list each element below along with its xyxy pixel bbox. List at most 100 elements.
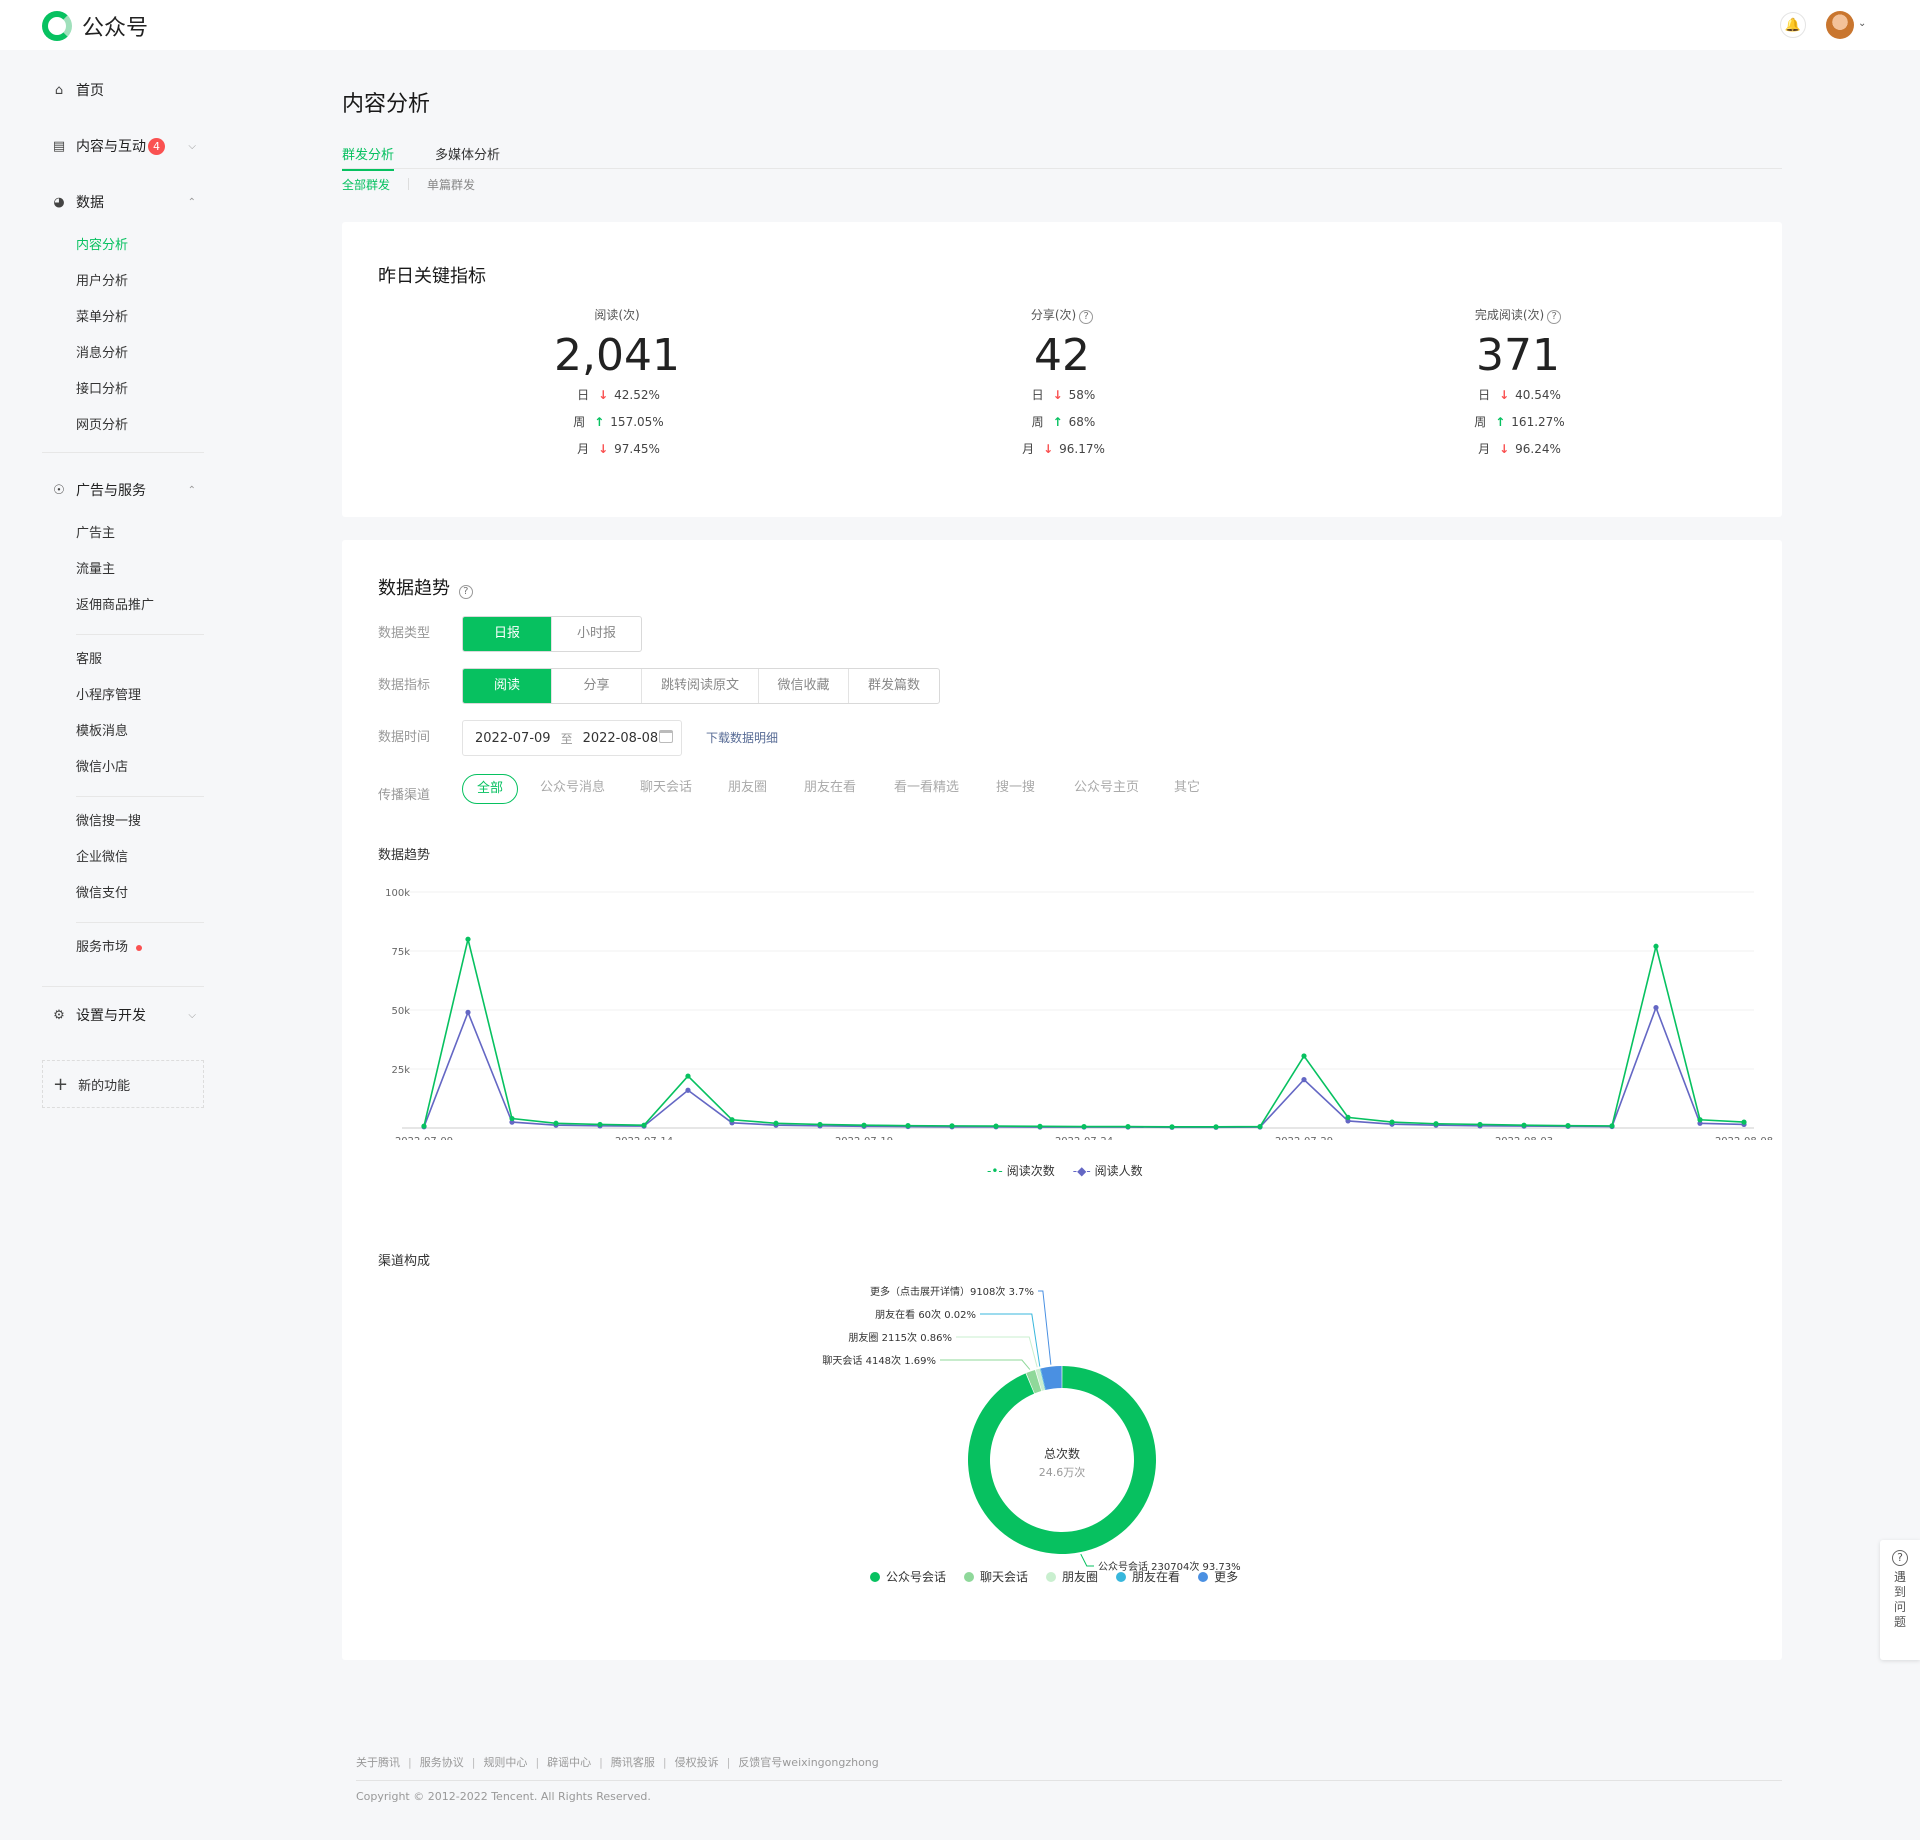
data-point [553, 1120, 559, 1126]
sidebar-item-label: 内容与互动 [76, 139, 146, 155]
footer-link[interactable]: 辟谣中心 [547, 1756, 592, 1769]
sidebar-item-webpage-analysis[interactable]: 网页分析 [76, 418, 129, 433]
sidebar-item-wechat-search[interactable]: 微信搜一搜 [76, 814, 142, 829]
sidebar-item-settings[interactable]: ⚙ 设置与开发 ⌵ [42, 995, 204, 1035]
sidebar-item-commission[interactable]: 返佣商品推广 [76, 598, 155, 613]
channel-top-stories[interactable]: 看一看精选 [894, 780, 960, 795]
sidebar-item-message-analysis[interactable]: 消息分析 [76, 346, 129, 361]
sidebar-item-mini-program[interactable]: 小程序管理 [76, 688, 142, 703]
chevron-down-icon[interactable]: ⌄ [1858, 18, 1867, 29]
sidebar-item-advertiser[interactable]: 广告主 [76, 526, 116, 541]
sidebar-item-customer-service[interactable]: 客服 [76, 652, 103, 667]
donut-slice-2 [1035, 1368, 1046, 1391]
subtab-single-broadcast[interactable]: 单篇群发 [427, 178, 476, 192]
kpi-value: 371 [1476, 330, 1560, 381]
question-icon[interactable]: ? [1547, 310, 1562, 324]
arrow-down-icon: ↓ [598, 442, 609, 456]
option-favorites[interactable]: 微信收藏 [759, 669, 849, 703]
sidebar-item-home[interactable]: ⌂ 首页 [42, 70, 204, 110]
sidebar-item-wechat-shop[interactable]: 微信小店 [76, 760, 129, 775]
sidebar-item-ads[interactable]: ☉ 广告与服务 ⌃ [42, 470, 204, 510]
subtab-all-broadcast[interactable]: 全部群发 [342, 178, 391, 192]
data-point [949, 1123, 955, 1129]
option-article-count[interactable]: 群发篇数 [867, 678, 920, 693]
footer-link[interactable]: 规则中心 [483, 1756, 528, 1769]
x-tick-label: 2022-07-29 [1275, 1136, 1333, 1140]
help-label: 遇到问题 [1893, 1570, 1906, 1629]
sidebar-item-service-market[interactable]: 服务市场 [76, 934, 143, 962]
sidebar-item-api-analysis[interactable]: 接口分析 [76, 382, 129, 397]
option-daily[interactable]: 日报 [463, 617, 552, 651]
sidebar-item-data[interactable]: ◕ 数据 ⌃ [42, 182, 204, 222]
question-icon[interactable]: ? [458, 585, 473, 599]
tab-bar: 群发分析 多媒体分析 [342, 140, 1782, 171]
option-shares[interactable]: 分享 [552, 669, 642, 703]
label-leader-line [1038, 1290, 1052, 1365]
divider [408, 178, 409, 190]
sidebar-item-wechat-pay[interactable]: 微信支付 [76, 886, 129, 901]
separator: | [471, 1756, 476, 1769]
label-leader-line [956, 1336, 1038, 1368]
data-point [1345, 1114, 1351, 1120]
footer-link[interactable]: 关于腾讯 [356, 1756, 400, 1769]
logo-icon [42, 11, 72, 41]
footer-link[interactable]: 服务协议 [419, 1756, 464, 1769]
donut-center-title: 总次数 [1044, 1446, 1080, 1461]
date-range-picker[interactable]: 2022-07-09 至 2022-08-08 [462, 720, 682, 756]
app-logo[interactable]: 公众号 [42, 10, 148, 42]
data-point [1169, 1124, 1175, 1130]
page-title: 内容分析 [342, 92, 431, 117]
sidebar-item-user-analysis[interactable]: 用户分析 [76, 274, 129, 289]
channel-donut-chart: 公众号会话 230704次 93.73% 聊天会话 4148次 1.69% 朋友圈 … [822, 1285, 1241, 1573]
channel-official-message[interactable]: 公众号消息 [540, 780, 606, 795]
channel-all[interactable]: 全部 [462, 774, 519, 804]
question-icon[interactable]: ? [1079, 310, 1094, 324]
channel-chat[interactable]: 聊天会话 [640, 780, 693, 795]
avatar[interactable] [1826, 11, 1854, 39]
tab-broadcast-analysis[interactable]: 群发分析 [342, 144, 395, 171]
sidebar-item-content-interact[interactable]: ▤ 内容与互动 4 ⌵ [42, 126, 204, 166]
bell-icon[interactable]: 🔔 [1780, 12, 1806, 38]
slice-label: 公众号会话 230704次 93.73% [1098, 1560, 1241, 1573]
sidebar-item-enterprise-wechat[interactable]: 企业微信 [76, 850, 129, 865]
help-widget[interactable]: ? 遇到问题 [1880, 1540, 1920, 1660]
new-features-button[interactable]: + 新的功能 [42, 1060, 204, 1108]
donut-slice-4 [1040, 1366, 1062, 1390]
slice-label: 聊天会话 4148次 1.69% [822, 1354, 936, 1367]
arrow-up-icon: ↑ [594, 415, 605, 429]
app-title: 公众号 [82, 16, 149, 41]
sidebar-item-menu-analysis[interactable]: 菜单分析 [76, 310, 129, 325]
separator: | [726, 1756, 731, 1769]
option-read-original[interactable]: 跳转阅读原文 [642, 669, 759, 703]
tab-media-analysis[interactable]: 多媒体分析 [435, 148, 501, 163]
date-end: 2022-08-08 [582, 730, 659, 746]
footer-link[interactable]: 腾讯客服 [610, 1756, 655, 1769]
download-data-link[interactable]: 下载数据明细 [706, 731, 779, 745]
data-point [861, 1122, 867, 1128]
legend-item-1[interactable]: 聊天会话 [964, 1568, 1028, 1585]
legend-item-readers[interactable]: -◆- 阅读人数 [1072, 1163, 1143, 1179]
footer-link[interactable]: 侵权投诉 [674, 1756, 719, 1769]
divider [356, 1780, 1782, 1781]
legend-item-reads[interactable]: -•- 阅读次数 [987, 1163, 1055, 1179]
data-point [685, 1087, 691, 1093]
data-point [1653, 943, 1659, 949]
channel-moments[interactable]: 朋友圈 [728, 780, 768, 795]
channel-search[interactable]: 搜一搜 [996, 780, 1036, 795]
channel-homepage[interactable]: 公众号主页 [1074, 780, 1140, 795]
channel-friends-watching[interactable]: 朋友在看 [804, 780, 857, 795]
option-hourly[interactable]: 小时报 [576, 626, 616, 641]
legend-item-4[interactable]: 更多 [1198, 1568, 1238, 1585]
copyright: Copyright © 2012-2022 Tencent. All Right… [356, 1790, 651, 1803]
footer-links: 关于腾讯 | 服务协议 | 规则中心 | 辟谣中心 | 腾讯客服 | 侵权投诉 | 反馈官号weixin… [356, 1754, 879, 1770]
sidebar-item-template-message[interactable]: 模板消息 [76, 724, 129, 739]
data-point [1609, 1123, 1615, 1129]
sidebar-item-content-analysis[interactable]: 内容分析 [76, 238, 129, 253]
legend-item-3[interactable]: 朋友在看 [1116, 1568, 1180, 1585]
legend-item-0[interactable]: 公众号会话 [870, 1568, 946, 1585]
option-reads[interactable]: 阅读 [463, 669, 552, 703]
legend-item-2[interactable]: 朋友圈 [1046, 1568, 1098, 1585]
sidebar-item-publisher[interactable]: 流量主 [76, 562, 116, 577]
channel-other[interactable]: 其它 [1174, 780, 1201, 795]
footer-link[interactable]: 反馈官号weixingongzhong [738, 1756, 879, 1769]
